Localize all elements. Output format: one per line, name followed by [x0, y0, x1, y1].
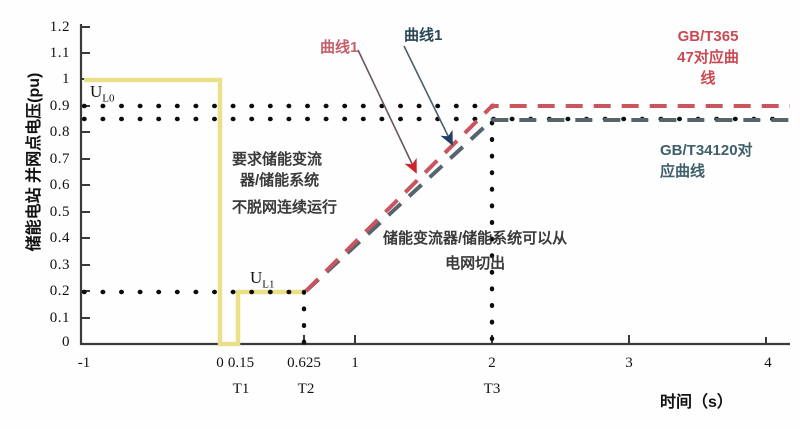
series-gbt36547	[304, 104, 790, 293]
ytick-0.9: 0.9	[49, 98, 70, 114]
leader-arrow-red	[357, 49, 417, 174]
trip-allowed-line-1: 储能变流器/储能系统可以从	[383, 230, 568, 247]
marker-ul0: UL0	[90, 82, 115, 104]
x-axis-title: 时间（s）	[660, 394, 733, 411]
ytick-0.2: 0.2	[49, 283, 70, 299]
ride-through-note: 要求储能变流 器/储能系统 不脱网连续运行	[232, 149, 337, 218]
std-teal-line-2: 应曲线	[660, 163, 706, 180]
std-teal-line-1: GB/T34120对	[660, 142, 753, 159]
trip-allowed-line-2: 电网切出	[445, 255, 506, 272]
ytick-0.8: 0.8	[49, 124, 70, 140]
ytick-0.7: 0.7	[49, 151, 70, 167]
std-red-line-2: 47对应曲	[677, 49, 739, 66]
xtick-0: 0	[216, 355, 224, 371]
ytick-0.5: 0.5	[49, 204, 70, 220]
curve-label-dark: 曲线1	[404, 27, 443, 44]
ytick-0.3: 0.3	[49, 257, 70, 273]
ytick-0.4: 0.4	[49, 230, 70, 246]
xtick-0.625: 0.625	[287, 355, 321, 371]
series-gbt34120	[304, 118, 790, 293]
marker-ul0-main: U	[90, 82, 103, 101]
leader-arrow-blue	[403, 45, 453, 146]
ride-through-line-3: 不脱网连续运行	[232, 199, 338, 216]
ytick-1: 1	[62, 71, 70, 87]
y-axis-title: 储能电站 并网点电压(pu)	[26, 72, 43, 252]
xtick-sub-t3: T3	[483, 381, 501, 397]
xtick--1: -1	[77, 355, 91, 371]
y-tick-marks	[81, 26, 90, 319]
marker-ul1-main: U	[250, 268, 263, 287]
std-red-line-1: GB/T365	[677, 28, 739, 45]
ytick-0: 0	[62, 334, 70, 350]
series-ul0-trajectory	[84, 77, 304, 347]
ytick-0.6: 0.6	[49, 177, 70, 193]
ytick-0.1: 0.1	[49, 310, 70, 326]
xtick-0.15: 0.15	[227, 355, 255, 371]
ride-through-line-2: 器/储能系统	[240, 172, 320, 189]
xtick-sub-t1: T1	[232, 381, 250, 397]
xtick-1: 1	[351, 355, 359, 371]
xtick-2: 2	[488, 355, 496, 371]
marker-ul1: UL1	[250, 268, 275, 290]
xtick-sub-t2: T2	[297, 381, 315, 397]
xtick-4: 4	[764, 355, 772, 371]
ride-through-line-1: 要求储能变流	[232, 151, 323, 168]
ytick-1.1: 1.1	[49, 45, 70, 61]
marker-ul0-sub: L0	[102, 92, 115, 105]
standard-36547-note: GB/T365 47对应曲 线	[648, 26, 768, 89]
xtick-3: 3	[625, 355, 633, 371]
trip-allowed-note: 储能变流器/储能系统可以从 电网切出	[383, 228, 567, 274]
standard-34120-note: GB/T34120对 应曲线	[660, 140, 800, 182]
curve-label-red: 曲线1	[320, 39, 359, 56]
marker-ul1-sub: L1	[262, 278, 275, 291]
std-red-line-3: 线	[700, 70, 716, 87]
ytick-1.2: 1.2	[49, 19, 70, 35]
